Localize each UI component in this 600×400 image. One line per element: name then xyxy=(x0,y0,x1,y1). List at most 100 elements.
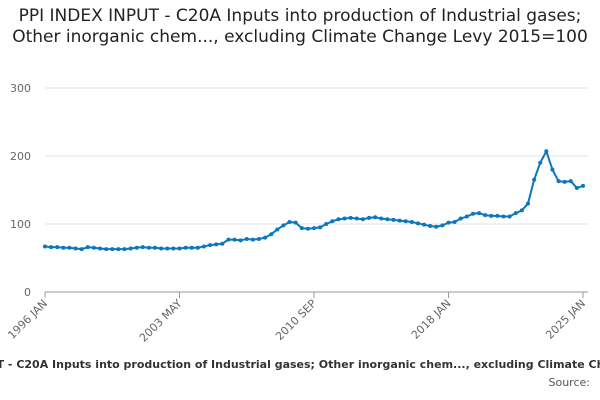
point xyxy=(189,245,194,250)
point xyxy=(171,246,176,251)
point xyxy=(354,216,359,221)
point xyxy=(110,247,115,252)
x-tick-label: 2018 JAN xyxy=(409,297,454,342)
point xyxy=(403,219,408,224)
point xyxy=(256,236,261,241)
x-tick-label: 2025 JAN xyxy=(543,297,588,342)
point xyxy=(428,224,433,229)
point xyxy=(226,237,231,242)
point xyxy=(360,217,365,222)
y-tick-label: 300 xyxy=(10,82,31,95)
point xyxy=(49,245,54,250)
point xyxy=(391,217,396,222)
point xyxy=(287,219,292,224)
point xyxy=(195,245,200,250)
point xyxy=(79,247,84,252)
y-tick-label: 100 xyxy=(10,218,31,231)
point xyxy=(122,247,127,252)
point xyxy=(544,149,549,154)
point xyxy=(263,235,268,240)
x-tick-label: 2010 SEP xyxy=(273,297,319,343)
point xyxy=(153,245,158,250)
point xyxy=(501,214,506,219)
point xyxy=(318,225,323,230)
point xyxy=(458,216,463,221)
point xyxy=(507,214,512,219)
point xyxy=(446,220,451,225)
point xyxy=(495,213,500,218)
point xyxy=(385,217,390,222)
point xyxy=(134,245,139,250)
point xyxy=(55,245,60,250)
point xyxy=(348,215,353,220)
point xyxy=(104,247,109,252)
point xyxy=(244,236,249,241)
point xyxy=(489,213,494,218)
point xyxy=(415,221,420,226)
point xyxy=(336,217,341,222)
point xyxy=(464,214,469,219)
point xyxy=(61,245,66,250)
point xyxy=(550,167,555,172)
x-tick-label: 2003 MAY xyxy=(137,297,185,345)
point xyxy=(299,226,304,231)
point xyxy=(177,246,182,251)
point xyxy=(238,238,243,243)
point xyxy=(116,247,121,252)
point xyxy=(293,220,298,225)
chart-title: PPI INDEX INPUT - C20A Inputs into produ… xyxy=(12,6,588,47)
point xyxy=(440,223,445,228)
x-tick-label: 1996 JAN xyxy=(5,297,50,342)
point xyxy=(324,222,329,226)
point xyxy=(269,232,274,237)
point xyxy=(312,226,316,231)
line xyxy=(44,150,584,251)
point xyxy=(422,222,427,227)
point xyxy=(73,246,78,251)
point xyxy=(409,219,414,224)
point xyxy=(342,216,347,221)
point xyxy=(513,211,518,216)
point xyxy=(140,245,145,250)
point xyxy=(470,211,475,216)
point xyxy=(305,226,310,231)
point xyxy=(568,179,573,184)
point xyxy=(98,246,103,251)
point xyxy=(373,215,378,220)
point xyxy=(532,177,537,182)
point xyxy=(562,179,567,184)
point xyxy=(232,237,237,242)
point xyxy=(434,224,439,229)
point xyxy=(525,201,530,206)
point xyxy=(250,237,255,242)
y-tick-label: 0 xyxy=(24,286,31,299)
point xyxy=(85,245,90,250)
point xyxy=(146,245,151,250)
legend-label: PPI INDEX INPUT - C20A Inputs into produ… xyxy=(0,358,600,371)
point xyxy=(556,179,561,184)
point xyxy=(220,241,225,246)
point xyxy=(43,244,47,249)
point xyxy=(519,208,524,213)
point xyxy=(128,246,133,251)
point xyxy=(538,160,543,165)
point xyxy=(367,215,372,220)
point xyxy=(452,219,457,224)
point xyxy=(183,245,188,250)
point xyxy=(483,213,488,218)
point xyxy=(275,227,280,232)
point xyxy=(330,219,335,224)
point xyxy=(208,243,213,248)
point xyxy=(165,246,170,251)
point xyxy=(477,211,482,216)
point xyxy=(214,242,219,247)
point xyxy=(574,185,579,190)
point xyxy=(159,246,164,251)
y-tick-label: 200 xyxy=(10,150,31,163)
point xyxy=(91,245,96,250)
point xyxy=(379,216,384,221)
point xyxy=(397,218,402,223)
point xyxy=(281,223,286,228)
